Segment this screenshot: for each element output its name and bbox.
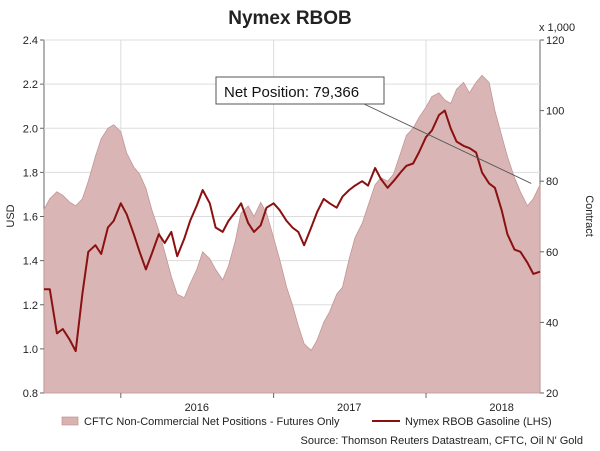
area-layer (43, 74, 541, 394)
area-net-positions (43, 74, 541, 394)
tick-label-left: 2.0 (23, 123, 38, 135)
tick-label-left: 1.8 (23, 167, 38, 179)
y2-axis-label: Contract (583, 195, 595, 237)
tick-label-right: 40 (546, 317, 558, 329)
tick-label-right: 80 (546, 176, 558, 188)
line-rbob-gasoline (44, 109, 541, 353)
legend-swatch-net-positions (61, 416, 79, 426)
annotation-leader-line (363, 103, 532, 184)
legend-label-net-positions: CFTC Non-Commercial Net Positions - Futu… (84, 416, 340, 428)
y-axis-label: USD (5, 204, 17, 227)
tick-label-left: 2.4 (23, 35, 38, 47)
annotation-box (215, 76, 385, 105)
right-axis: 20 40 60 80 100 120 (540, 35, 564, 400)
tick-label-right: 20 (546, 388, 558, 400)
chart-title: Nymex RBOB (228, 8, 352, 29)
tick-label-left: 1.2 (23, 300, 38, 312)
tick-label-year: 2017 (337, 402, 361, 414)
annotation-text: Net Position: 79,366 (224, 84, 359, 101)
source-note: Source: Thomson Reuters Datastream, CFTC… (301, 435, 584, 447)
line-layer (44, 109, 541, 353)
tick-label-year: 2018 (489, 402, 513, 414)
tick-label-left: 1.6 (23, 212, 38, 224)
tick-label-left: 1.4 (23, 256, 38, 268)
tick-label-right: 100 (546, 106, 564, 118)
y2-multiplier-label: x 1,000 (539, 22, 575, 34)
tick-label-right: 60 (546, 247, 558, 259)
legend-label-rbob: Nymex RBOB Gasoline (LHS) (405, 416, 552, 428)
tick-label-right: 120 (546, 35, 564, 47)
tick-label-left: 1.0 (23, 344, 38, 356)
legend: CFTC Non-Commercial Net Positions - Futu… (61, 416, 552, 428)
tick-label-left: 0.8 (23, 388, 38, 400)
left-axis: 0.8 1.0 1.2 1.4 1.6 1.8 2.0 2.2 2.4 (23, 35, 44, 400)
x-axis: 2016 2017 2018 (120, 393, 514, 414)
tick-label-year: 2016 (185, 402, 209, 414)
tick-label-left: 2.2 (23, 79, 38, 91)
